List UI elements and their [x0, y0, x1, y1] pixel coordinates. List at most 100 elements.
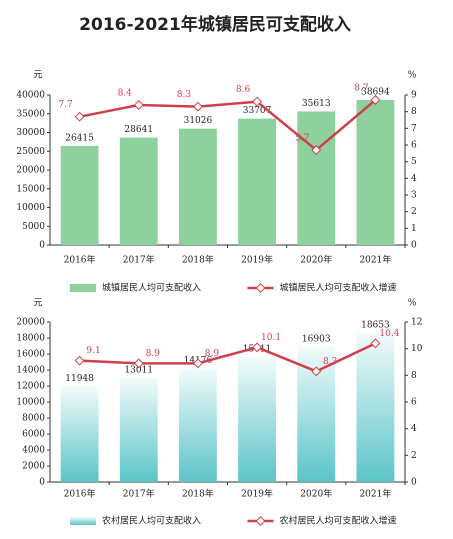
y2-tick-label: 8	[411, 107, 417, 117]
y-tick-label: 5000	[22, 222, 45, 232]
bar-value-label: 26415	[65, 133, 94, 143]
line-value-label: 10.4	[379, 329, 399, 339]
line-marker	[192, 358, 203, 369]
x-tick-label: 2018年	[182, 488, 214, 500]
y-tick-label: 18000	[16, 334, 45, 344]
bar	[60, 145, 99, 245]
bar	[178, 128, 217, 245]
y2-tick-label: 7	[411, 124, 417, 134]
y-tick-label: 14000	[16, 366, 45, 376]
y-tick-label: 30000	[16, 128, 45, 138]
legend-marker	[255, 283, 266, 293]
y2-tick-label: 1	[411, 224, 417, 234]
x-tick-label: 2021年	[359, 488, 391, 500]
y2-unit: %	[408, 71, 417, 81]
bar-value-label: 13011	[124, 365, 153, 375]
line-marker	[74, 111, 85, 122]
chart-title: 2016-2021年城镇居民可支配收入	[79, 14, 351, 35]
line	[79, 99, 377, 152]
y2-tick-label: 0	[411, 241, 417, 251]
y-tick-label: 35000	[16, 109, 45, 119]
y2-tick-label: 6	[411, 398, 417, 408]
line-marker	[311, 145, 322, 155]
line-value-label: 5.7	[295, 134, 310, 144]
y-tick-label: 10000	[16, 398, 45, 408]
line-marker	[74, 355, 85, 366]
bar	[178, 368, 217, 482]
y-tick-label: 12000	[16, 382, 45, 392]
line-value-label: 8.7	[354, 84, 369, 94]
line-value-label: 8.4	[118, 89, 133, 99]
y2-tick-label: 8	[411, 371, 417, 381]
line-value-label: 8.3	[323, 357, 338, 367]
x-tick-label: 2020年	[300, 254, 332, 266]
bar-value-label: 18653	[361, 320, 390, 330]
y2-tick-label: 4	[411, 424, 417, 434]
bar-value-label: 35613	[302, 99, 331, 109]
bar	[119, 137, 158, 245]
bar	[119, 377, 158, 482]
y-tick-label: 40000	[16, 91, 45, 101]
y2-tick-label: 9	[411, 91, 417, 101]
bar-value-label: 16903	[302, 334, 331, 344]
bar-value-label: 11948	[65, 374, 94, 384]
legend-label: 城镇居民人均可支配收入增速	[280, 282, 397, 294]
y-tick-label: 16000	[16, 350, 45, 360]
legend-label: 城镇居民人均可支配收入	[102, 282, 201, 294]
line-marker	[370, 95, 381, 105]
line-value-label: 7.7	[58, 100, 73, 110]
y-tick-label: 8000	[22, 414, 45, 424]
line-marker	[192, 101, 203, 112]
y2-tick-label: 4	[411, 174, 417, 184]
y-tick-label: 25000	[16, 147, 45, 157]
line-marker	[252, 342, 263, 353]
line-marker	[370, 338, 381, 349]
x-tick-label: 2016年	[64, 254, 96, 266]
y2-tick-label: 3	[411, 191, 417, 201]
legend-label: 农村居民人均可支配收入增速	[280, 515, 397, 527]
bar	[356, 332, 395, 482]
x-tick-label: 2021年	[359, 254, 391, 266]
line-marker	[133, 100, 144, 110]
y-tick-label: 4000	[22, 446, 45, 456]
y-tick-label: 10000	[16, 203, 45, 213]
y2-tick-label: 10	[411, 344, 423, 354]
x-tick-label: 2016年	[64, 488, 96, 500]
line-value-label: 10.1	[261, 333, 281, 343]
y2-tick-label: 5	[411, 157, 417, 167]
y2-tick-label: 6	[411, 141, 417, 151]
line-marker	[311, 366, 322, 377]
y2-unit: %	[408, 299, 417, 309]
legend-marker	[255, 516, 266, 526]
x-tick-label: 2020年	[300, 488, 332, 500]
bar-value-label: 28641	[124, 125, 153, 135]
line-value-label: 8.9	[146, 349, 161, 359]
x-tick-label: 2017年	[123, 488, 155, 500]
y-tick-label: 20000	[16, 318, 45, 328]
y2-tick-label: 12	[411, 318, 422, 328]
y2-tick-label: 2	[411, 451, 417, 461]
x-tick-label: 2017年	[123, 254, 155, 266]
line-marker	[133, 358, 144, 369]
bar-value-label: 38694	[361, 87, 390, 97]
y-tick-label: 15000	[16, 184, 45, 194]
x-tick-label: 2018年	[182, 254, 214, 266]
y-tick-label: 0	[39, 241, 45, 251]
line-marker	[252, 96, 263, 107]
line-value-label: 9.1	[86, 346, 100, 356]
bar	[60, 386, 99, 482]
x-tick-label: 2019年	[241, 488, 273, 500]
line-value-label: 8.9	[205, 349, 220, 359]
bar	[297, 111, 336, 245]
bar	[238, 357, 277, 482]
line	[79, 342, 376, 373]
legend-label: 农村居民人均可支配收入	[102, 515, 201, 527]
bar	[356, 99, 395, 246]
legend-swatch	[70, 517, 96, 525]
bar	[238, 118, 277, 245]
y2-tick-label: 2	[411, 207, 417, 217]
y-tick-label: 20000	[16, 166, 45, 176]
y-unit: 元	[33, 299, 42, 309]
bar-value-label: 31026	[184, 116, 213, 126]
